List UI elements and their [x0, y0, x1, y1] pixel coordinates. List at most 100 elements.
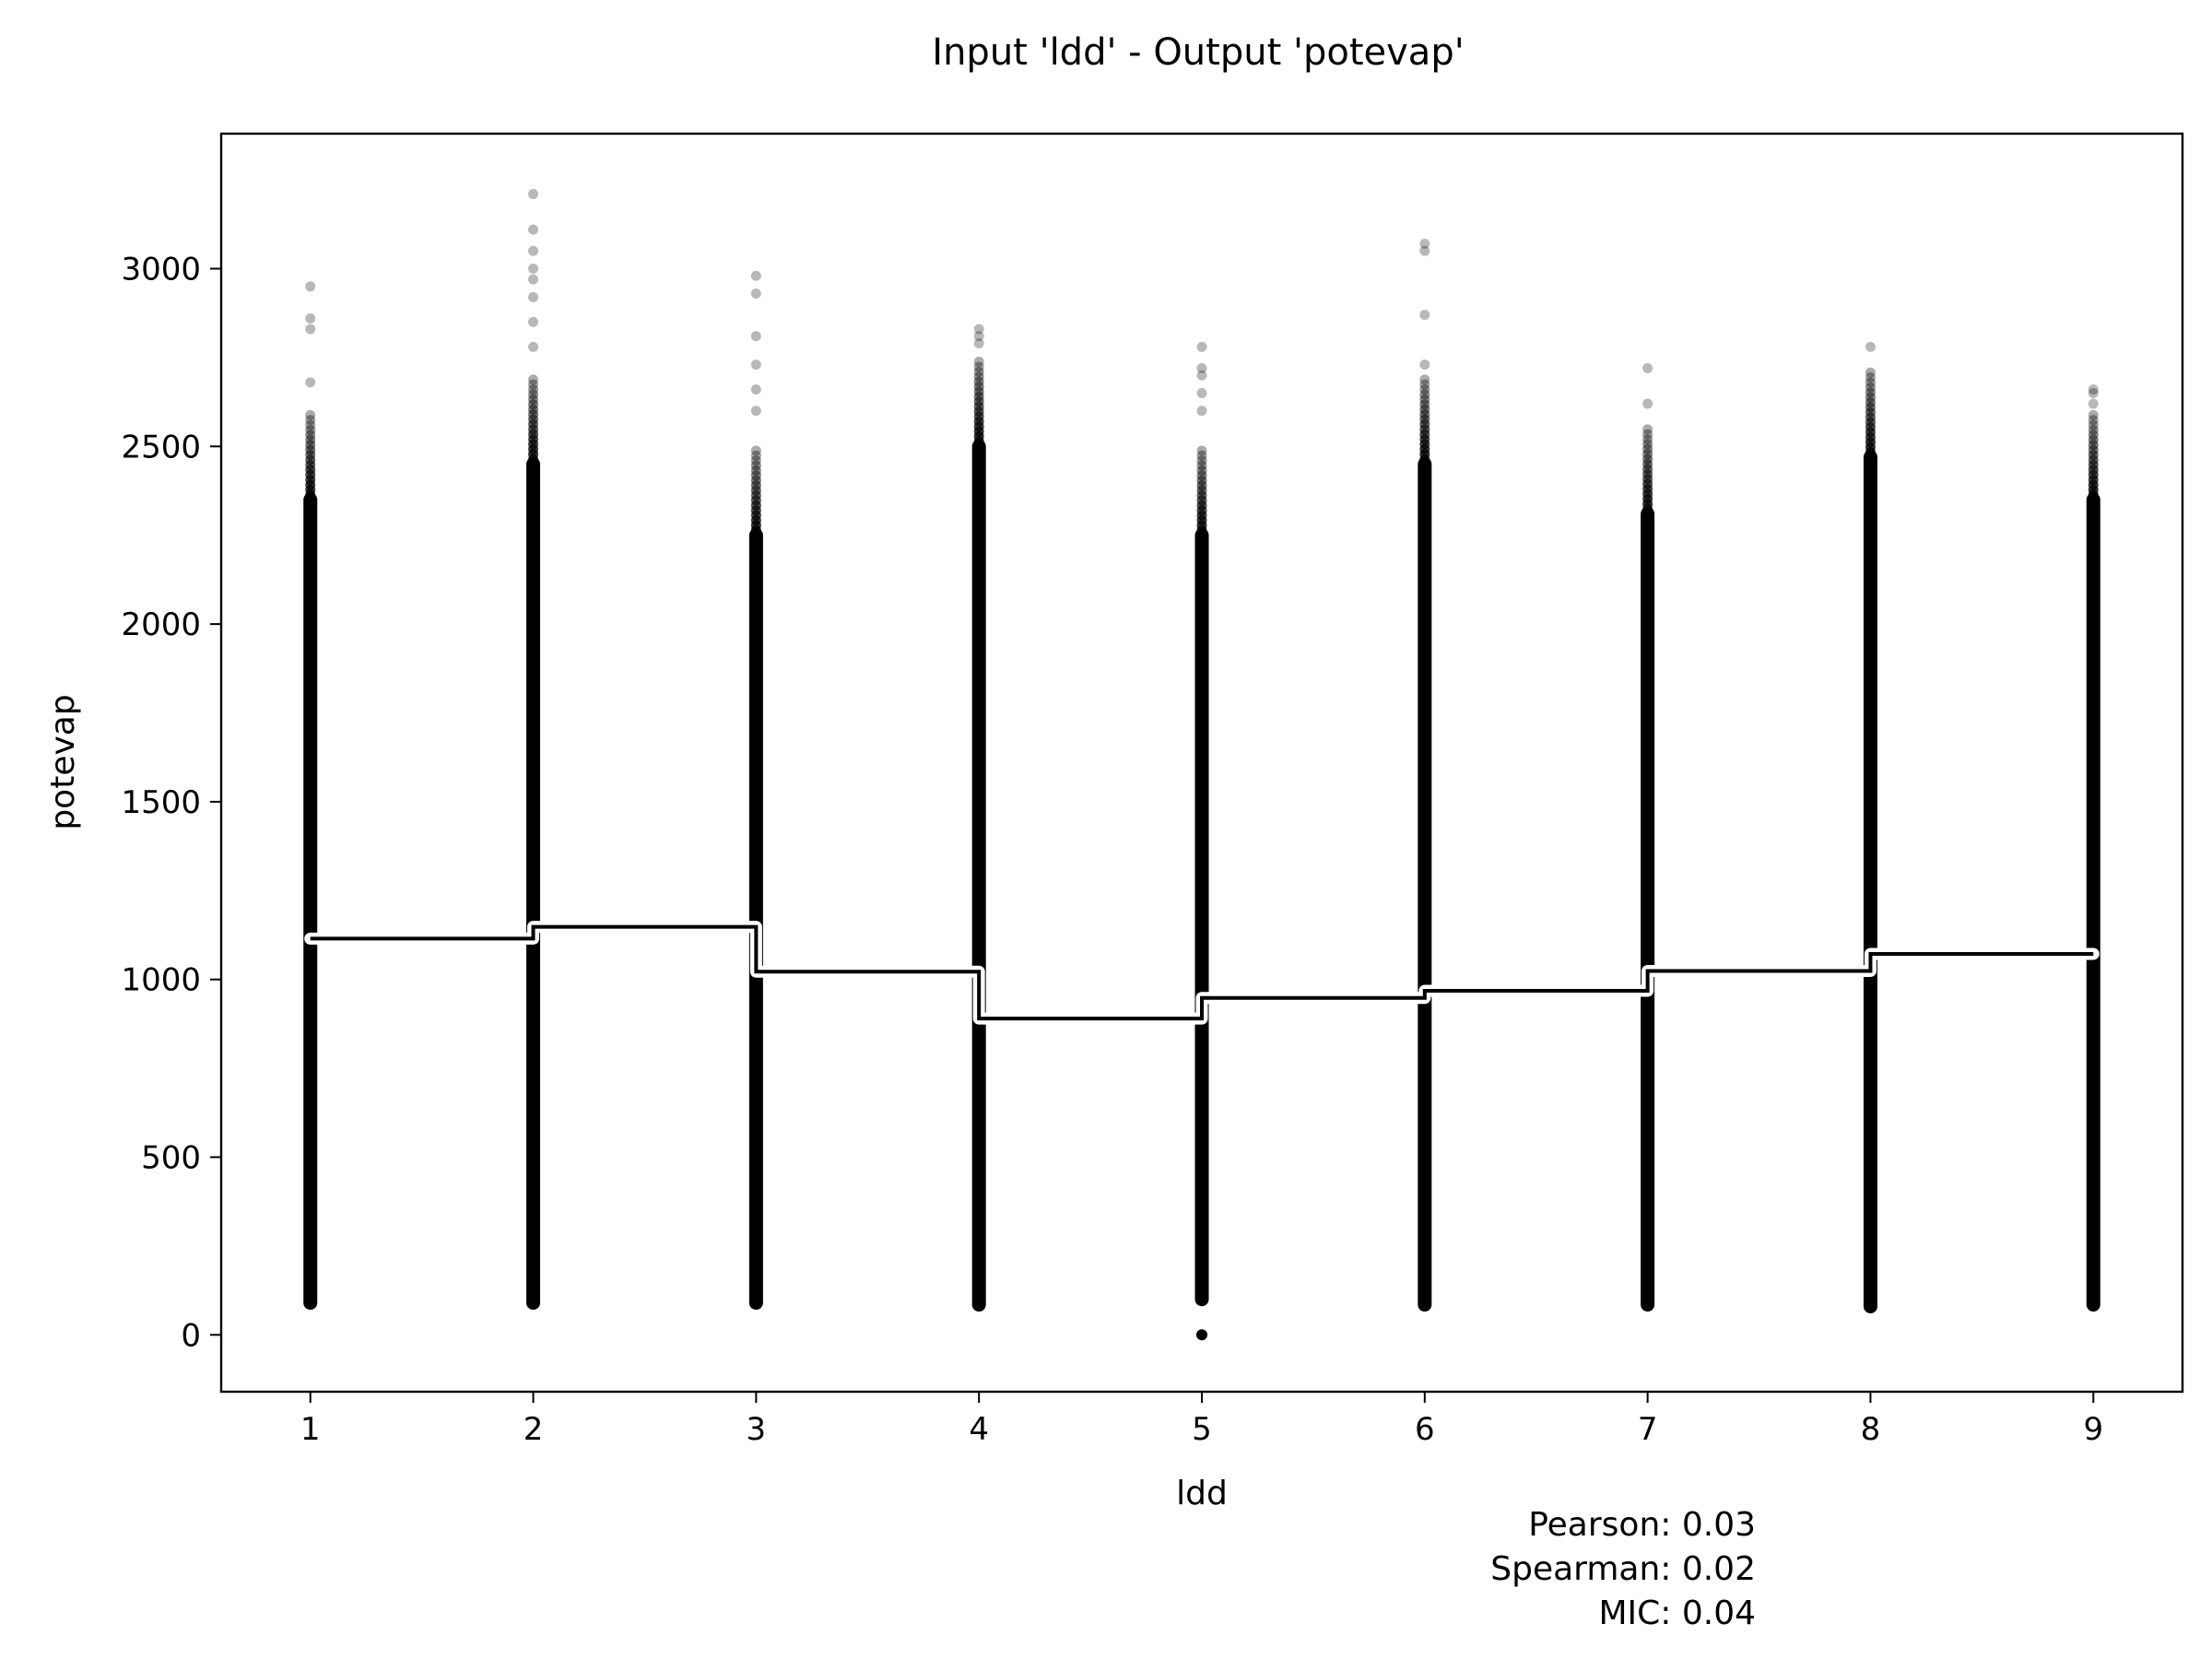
outlier-point — [750, 406, 761, 417]
data-point — [305, 419, 316, 430]
data-point — [305, 409, 316, 420]
data-point — [1865, 392, 1876, 403]
data-point — [750, 460, 761, 471]
data-point — [973, 382, 984, 393]
data-point — [750, 450, 761, 461]
data-point — [1865, 377, 1876, 388]
data-point — [973, 371, 984, 382]
point-column-5 — [1194, 341, 1209, 1341]
x-tick-label: 6 — [1415, 1411, 1435, 1448]
point-column-6 — [1418, 239, 1432, 1312]
outlier-point — [305, 324, 316, 335]
outlier-point — [1196, 1329, 1207, 1341]
data-point — [1642, 434, 1653, 445]
data-point — [1419, 384, 1430, 395]
data-point — [2088, 425, 2099, 436]
data-point — [750, 445, 761, 456]
data-point — [528, 384, 539, 395]
pearson-annotation: Pearson: 0.03 — [1528, 1506, 1756, 1544]
y-tick-label: 2500 — [121, 429, 201, 465]
point-column-8 — [1863, 341, 1877, 1313]
data-point — [1196, 455, 1207, 466]
data-point — [750, 465, 761, 477]
outlier-point — [2088, 387, 2099, 398]
point-column-9 — [2086, 384, 2100, 1312]
data-point — [528, 404, 539, 415]
mic-annotation: MIC: 0.04 — [1598, 1594, 1756, 1632]
data-point — [973, 386, 984, 397]
data-point — [750, 475, 761, 486]
outlier-point — [528, 189, 539, 200]
data-point — [305, 425, 316, 436]
data-point — [1196, 445, 1207, 456]
x-tick-label: 1 — [300, 1411, 321, 1448]
point-column-7 — [1641, 362, 1655, 1312]
x-tick-label: 2 — [524, 1411, 544, 1448]
data-point — [973, 376, 984, 387]
data-point — [305, 440, 316, 451]
outlier-point — [1419, 359, 1430, 371]
outlier-point — [1196, 362, 1207, 373]
y-axis-label: potevap — [44, 694, 82, 830]
outlier-point — [1642, 398, 1653, 409]
outlier-point — [973, 338, 984, 348]
data-point — [1196, 460, 1207, 471]
mean-step-line — [310, 924, 2094, 1021]
data-point — [2088, 440, 2099, 451]
x-tick-label: 9 — [2083, 1411, 2103, 1448]
data-point — [528, 389, 539, 400]
outlier-point — [973, 331, 984, 342]
outlier-point — [528, 224, 539, 235]
outlier-point — [528, 291, 539, 302]
outlier-point — [750, 359, 761, 371]
data-point — [2088, 415, 2099, 426]
data-point — [528, 399, 539, 410]
data-point — [1196, 475, 1207, 486]
data-point — [1865, 372, 1876, 383]
x-axis-label: ldd — [1176, 1475, 1228, 1512]
y-tick-label: 1500 — [121, 784, 201, 821]
y-tick-label: 2000 — [121, 606, 201, 643]
outlier-point — [750, 288, 761, 300]
data-point — [1419, 374, 1430, 385]
data-point — [1419, 394, 1430, 405]
data-point — [2088, 434, 2099, 445]
data-point — [1865, 397, 1876, 408]
data-point — [528, 374, 539, 385]
outlier-point — [750, 331, 761, 342]
point-column-3 — [748, 270, 763, 1311]
data-point — [1642, 453, 1653, 465]
data-point — [1865, 382, 1876, 393]
outlier-point — [1196, 341, 1207, 352]
outlier-point — [1419, 239, 1430, 250]
data-point — [973, 366, 984, 377]
data-point — [2088, 429, 2099, 441]
spearman-annotation: Spearman: 0.02 — [1490, 1550, 1756, 1588]
chart-title: Input 'ldd' - Output 'potevap' — [932, 31, 1464, 74]
data-point — [528, 379, 539, 390]
data-point — [1865, 387, 1876, 398]
outlier-point — [1419, 245, 1430, 256]
data-point — [2088, 409, 2099, 420]
data-point — [305, 429, 316, 441]
data-point — [1642, 429, 1653, 440]
x-tick-label: 7 — [1638, 1411, 1658, 1448]
data-point — [1642, 424, 1653, 435]
data-point — [1419, 404, 1430, 415]
y-tick-label: 1000 — [121, 962, 201, 999]
data-point — [1642, 439, 1653, 450]
mean-step-layer — [304, 921, 2100, 1025]
outlier-point — [528, 341, 539, 352]
data-point — [973, 361, 984, 372]
outlier-point — [305, 313, 316, 324]
data-point — [1419, 379, 1430, 390]
data-point — [1419, 399, 1430, 410]
x-tick-label: 5 — [1192, 1411, 1212, 1448]
point-column-4 — [971, 324, 986, 1312]
outlier-point — [750, 384, 761, 395]
outlier-point — [1196, 406, 1207, 417]
data-point — [1196, 465, 1207, 477]
y-tick-label: 0 — [181, 1317, 201, 1354]
data-point — [1196, 450, 1207, 461]
